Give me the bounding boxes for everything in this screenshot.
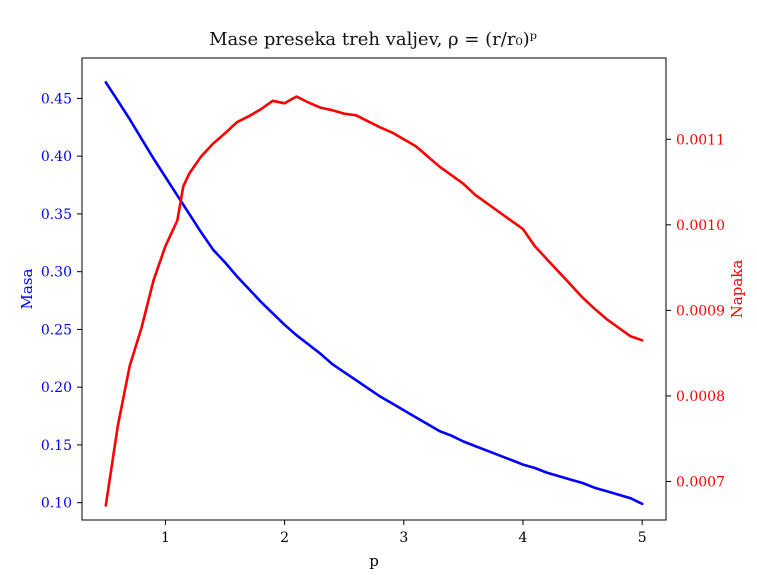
left-y-tick-label: 0.15 [41,438,72,454]
left-y-tick-label: 0.10 [41,496,72,512]
right-y-axis-ticks: 0.0007 0.0008 0.0009 0.0010 0.0011 [666,132,725,491]
x-tick-label: 5 [638,530,647,546]
x-axis-label: p [369,552,379,570]
right-y-tick-label: 0.0008 [676,389,725,405]
chart-title: Mase preseka treh valjev, ρ = (r/r₀)ᵖ [209,29,537,50]
series-lines [104,81,644,507]
napaka-series-line [104,95,644,507]
left-y-axis-label: Masa [18,268,36,309]
left-y-tick-label: 0.40 [41,149,72,165]
right-y-axis-label: Napaka [728,260,746,319]
left-y-tick-label: 0.30 [41,265,72,281]
right-y-tick-label: 0.0009 [676,303,725,319]
right-y-tick-label: 0.0011 [676,132,725,148]
x-tick-label: 2 [280,530,289,546]
left-y-axis-ticks: 0.10 0.15 0.20 0.25 0.30 0.35 0.40 0.45 [41,91,82,512]
left-y-tick-label: 0.25 [41,322,72,338]
x-tick-label: 1 [161,530,170,546]
x-axis-ticks: 1 2 3 4 5 [161,520,647,546]
x-tick-label: 3 [399,530,408,546]
left-y-tick-label: 0.35 [41,207,72,223]
left-y-tick-label: 0.45 [41,91,72,107]
x-tick-label: 4 [519,530,528,546]
left-y-tick-label: 0.20 [41,380,72,396]
right-y-tick-label: 0.0007 [676,475,725,491]
masa-series-line [104,81,644,506]
right-y-tick-label: 0.0010 [676,218,725,234]
plot-frame [81,57,667,521]
